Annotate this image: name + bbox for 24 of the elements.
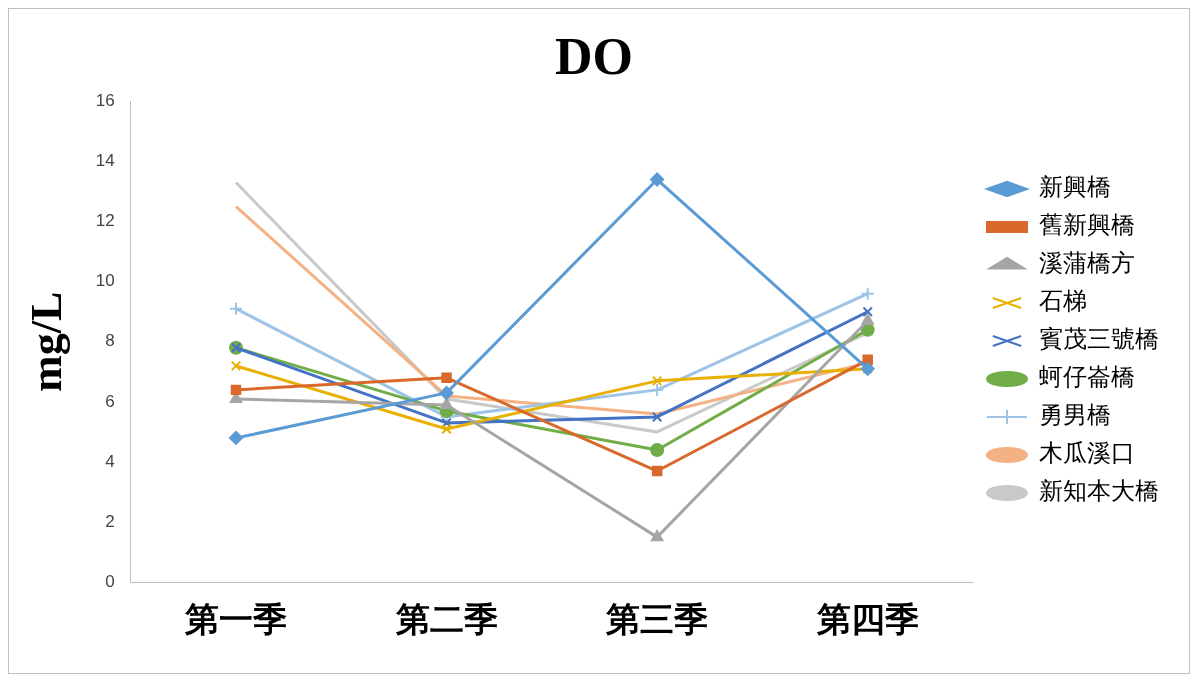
legend-label: 木瓜溪口	[1039, 439, 1135, 468]
x-tick-label: 第二季	[394, 599, 498, 640]
legend-label: 舊新興橋	[1039, 211, 1135, 240]
legend-label: 賓茂三號橋	[1039, 325, 1159, 354]
y-tick-label: 8	[105, 331, 115, 351]
y-tick-label: 0	[105, 571, 115, 591]
x-tick-label: 第一季	[184, 599, 287, 640]
y-tick-label: 12	[95, 211, 115, 231]
legend-label: 新知本大橋	[1039, 477, 1159, 506]
x-tick-label: 第三季	[605, 599, 709, 640]
legend-label: 溪蒲橋方	[1039, 249, 1135, 278]
y-tick-label: 10	[95, 271, 115, 291]
legend-label: 石梯	[1039, 287, 1087, 316]
y-tick-label: 14	[95, 151, 115, 171]
chart-title: DO	[555, 27, 633, 85]
legend-label: 蚵仔崙橋	[1039, 363, 1135, 392]
y-axis-title: mg/L	[21, 291, 71, 392]
y-tick-label: 16	[95, 91, 115, 111]
y-tick-label: 2	[105, 511, 115, 531]
legend-label: 新興橋	[1039, 173, 1111, 202]
y-tick-label: 6	[105, 391, 115, 411]
x-tick-label: 第四季	[815, 599, 919, 640]
legend-label: 勇男橋	[1039, 401, 1111, 430]
y-tick-label: 4	[105, 451, 115, 471]
